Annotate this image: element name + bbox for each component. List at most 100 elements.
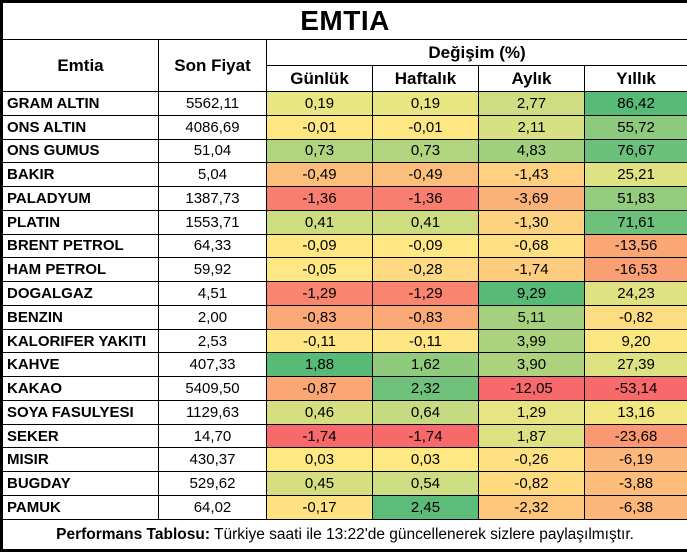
change-value-yıllık: 55,72 (583, 114, 687, 140)
commodity-name: DOGALGAZ (1, 281, 159, 306)
change-value-yıllık: 51,83 (583, 186, 687, 211)
last-price: 64,33 (158, 233, 267, 259)
commodity-name: PLATIN (1, 209, 159, 235)
change-value-aylık: -0,82 (478, 471, 585, 497)
change-value-aylık: -12,05 (478, 376, 585, 401)
column-header-son-fiyat: Son Fiyat (158, 39, 267, 92)
commodity-name: KAHVE (1, 352, 159, 378)
table-row: HAM PETROL 59,92 -0,05 -0,28 -1,74 -16,53 (1, 257, 687, 283)
change-value-yıllık: 25,21 (583, 162, 687, 188)
last-price: 1553,71 (158, 209, 267, 235)
last-price: 5409,50 (158, 376, 267, 401)
change-value-günlük: 0,73 (266, 138, 373, 164)
change-value-aylık: 5,11 (478, 304, 585, 330)
last-price: 64,02 (158, 495, 267, 520)
change-value-aylık: -0,26 (478, 447, 585, 473)
table-row: PAMUK 64,02 -0,17 2,45 -2,32 -6,38 (1, 495, 687, 520)
change-value-günlük: 0,46 (266, 399, 373, 425)
header-row-sub: Günlük Haftalık Aylık Yıllık (2, 65, 687, 92)
change-value-yıllık: -16,53 (583, 257, 687, 283)
update-note: Performans Tablosu: Türkiye saati ile 13… (0, 519, 687, 551)
change-value-aylık: -2,32 (478, 495, 585, 520)
change-value-haftalık: 0,41 (372, 209, 479, 235)
column-header-change-2: Aylık (478, 65, 585, 92)
table-row: ONS GUMUS 51,04 0,73 0,73 4,83 76,67 (1, 138, 687, 164)
title-row: EMTIA (0, 1, 687, 40)
change-value-günlük: -0,83 (266, 304, 373, 330)
change-value-aylık: 9,29 (478, 281, 585, 306)
last-price: 5,04 (158, 162, 267, 188)
change-value-günlük: -0,11 (266, 328, 373, 354)
commodity-name: BAKIR (1, 162, 159, 188)
footer-text: Türkiye saati ile 13:22'de güncellenerek… (210, 525, 634, 543)
table-row: BAKIR 5,04 -0,49 -0,49 -1,43 25,21 (1, 162, 687, 188)
change-value-yıllık: 27,39 (583, 352, 687, 378)
change-value-haftalık: 0,64 (372, 399, 479, 425)
change-value-günlük: -0,17 (266, 495, 373, 520)
change-value-aylık: 2,77 (478, 91, 585, 116)
commodity-name: PAMUK (1, 495, 159, 520)
change-value-aylık: 3,90 (478, 352, 585, 378)
change-value-yıllık: 71,61 (583, 209, 687, 235)
table-row: SEKER 14,70 -1,74 -1,74 1,87 -23,68 (1, 423, 687, 449)
commodity-name: SEKER (1, 423, 159, 449)
change-value-yıllık: -3,88 (583, 471, 687, 497)
table-row: ONS ALTIN 4086,69 -0,01 -0,01 2,11 55,72 (1, 114, 687, 140)
change-value-günlük: 0,45 (266, 471, 373, 497)
footer-row: Performans Tablosu: Türkiye saati ile 13… (0, 519, 687, 551)
change-value-günlük: -0,87 (266, 376, 373, 401)
table-row: KAHVE 407,33 1,88 1,62 3,90 27,39 (1, 352, 687, 378)
commodity-name: BRENT PETROL (1, 233, 159, 259)
change-value-haftalık: -0,11 (372, 328, 479, 354)
change-value-aylık: 1,29 (478, 399, 585, 425)
change-value-yıllık: -6,19 (583, 447, 687, 473)
change-value-aylık: -0,68 (478, 233, 585, 259)
column-header-degisim: Değişim (%) (265, 39, 687, 66)
commodity-name: SOYA FASULYESI (1, 399, 159, 425)
change-value-haftalık: 0,19 (372, 91, 479, 116)
column-header-change-0: Günlük (266, 65, 373, 92)
change-value-aylık: -3,69 (478, 186, 585, 211)
table-row: BRENT PETROL 64,33 -0,09 -0,09 -0,68 -13,56 (1, 233, 687, 259)
change-value-aylık: -1,43 (478, 162, 585, 188)
change-value-günlük: 0,19 (266, 91, 373, 116)
change-value-haftalık: -0,49 (372, 162, 479, 188)
change-value-aylık: 4,83 (478, 138, 585, 164)
commodity-name: GRAM ALTIN (1, 91, 159, 116)
table-row: GRAM ALTIN 5562,11 0,19 0,19 2,77 86,42 (1, 91, 687, 116)
last-price: 1387,73 (158, 186, 267, 211)
commodity-name: ONS GUMUS (1, 138, 159, 164)
last-price: 5562,11 (158, 91, 267, 116)
last-price: 430,37 (158, 447, 267, 473)
change-value-yıllık: 9,20 (583, 328, 687, 354)
table-row: PLATIN 1553,71 0,41 0,41 -1,30 71,61 (1, 209, 687, 235)
table-row: BENZIN 2,00 -0,83 -0,83 5,11 -0,82 (1, 304, 687, 330)
change-value-haftalık: -0,83 (372, 304, 479, 330)
change-value-haftalık: -1,36 (372, 186, 479, 211)
change-value-günlük: -1,36 (266, 186, 373, 211)
last-price: 407,33 (158, 352, 267, 378)
table-row: BUGDAY 529,62 0,45 0,54 -0,82 -3,88 (1, 471, 687, 497)
column-header-change-3: Yıllık (583, 65, 687, 92)
table-row: KALORIFER YAKITI 2,53 -0,11 -0,11 3,99 9,20 (1, 328, 687, 354)
change-value-günlük: -1,74 (266, 423, 373, 449)
change-value-aylık: -1,30 (478, 209, 585, 235)
change-value-aylık: 2,11 (478, 114, 585, 140)
change-value-günlük: -0,01 (266, 114, 373, 140)
table-row: PALADYUM 1387,73 -1,36 -1,36 -3,69 51,83 (1, 186, 687, 211)
change-value-haftalık: 0,73 (372, 138, 479, 164)
column-header-change-1: Haftalık (372, 65, 479, 92)
commodity-name: PALADYUM (1, 186, 159, 211)
change-value-yıllık: -53,14 (583, 376, 687, 401)
commodity-name: HAM PETROL (1, 257, 159, 283)
change-value-günlük: 1,88 (266, 352, 373, 378)
change-value-yıllık: -23,68 (583, 423, 687, 449)
change-value-günlük: -0,05 (266, 257, 373, 283)
table-body: GRAM ALTIN 5562,11 0,19 0,19 2,77 86,42 ONS AL… (1, 91, 687, 520)
change-value-haftalık: -1,74 (372, 423, 479, 449)
last-price: 1129,63 (158, 399, 267, 425)
commodity-name: KAKAO (1, 376, 159, 401)
change-value-yıllık: -0,82 (583, 304, 687, 330)
table-row: DOGALGAZ 4,51 -1,29 -1,29 9,29 24,23 (1, 281, 687, 306)
